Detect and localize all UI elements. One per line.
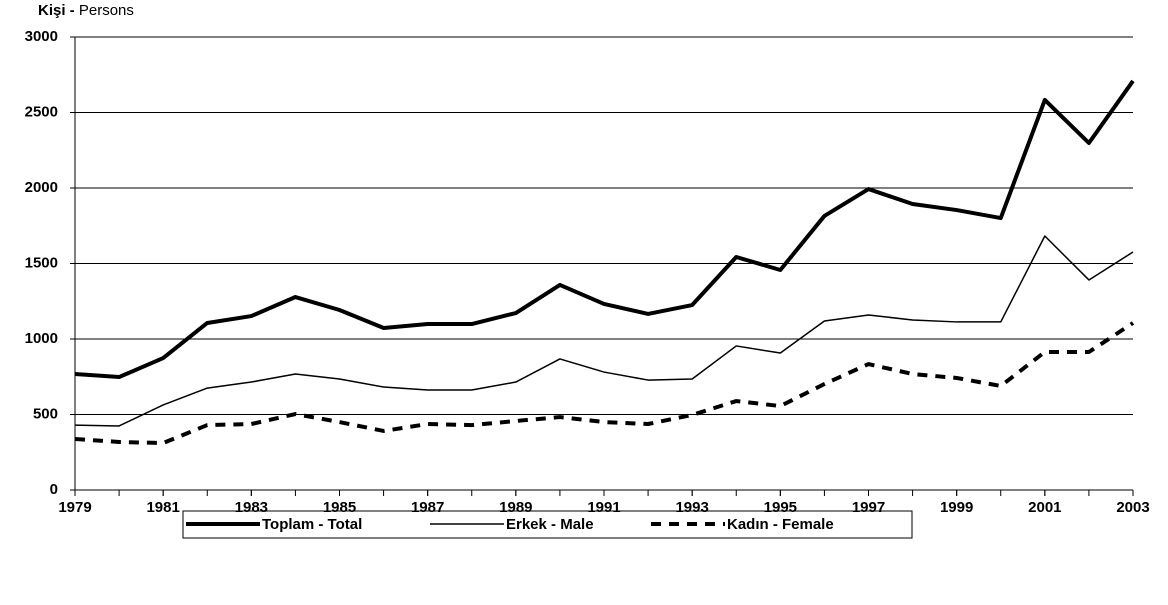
y-label: Persons <box>79 2 134 19</box>
y-tick-label: 2000 <box>25 179 58 196</box>
x-tick-label: 1979 <box>58 499 91 516</box>
y-tick-label: 3000 <box>25 28 58 45</box>
y-tick-label: 0 <box>50 481 58 498</box>
x-tick-label: 1997 <box>852 499 885 516</box>
x-tick-label: 1981 <box>146 499 179 516</box>
y-tick-label: 2500 <box>25 103 58 120</box>
series-line <box>74 79 1135 380</box>
legend-label: Toplam - Total <box>262 516 362 533</box>
x-tick-label: 1983 <box>235 499 268 516</box>
x-tick-label: 1999 <box>940 499 973 516</box>
x-tick-label: 1989 <box>499 499 532 516</box>
series-line <box>74 235 1134 427</box>
x-tick-label: 1985 <box>323 499 356 516</box>
legend-box <box>182 510 913 539</box>
x-tick-label: 1987 <box>411 499 444 516</box>
y-tick-label: 1500 <box>25 254 58 271</box>
x-tick-label: 1995 <box>764 499 797 516</box>
legend-label: Erkek - Male <box>506 516 594 533</box>
x-tick-label: 2001 <box>1028 499 1061 516</box>
legend-label: Kadın - Female <box>727 516 834 533</box>
y-axis-label: Kişi - Persons <box>38 2 134 19</box>
x-tick-label: 1991 <box>587 499 620 516</box>
series-line <box>74 321 1135 446</box>
x-tick-label: 2003 <box>1116 499 1149 516</box>
y-label-bold: Kişi - <box>38 2 75 19</box>
y-tick-label: 500 <box>33 405 58 422</box>
y-tick-label: 1000 <box>25 330 58 347</box>
x-tick-label: 1993 <box>675 499 708 516</box>
